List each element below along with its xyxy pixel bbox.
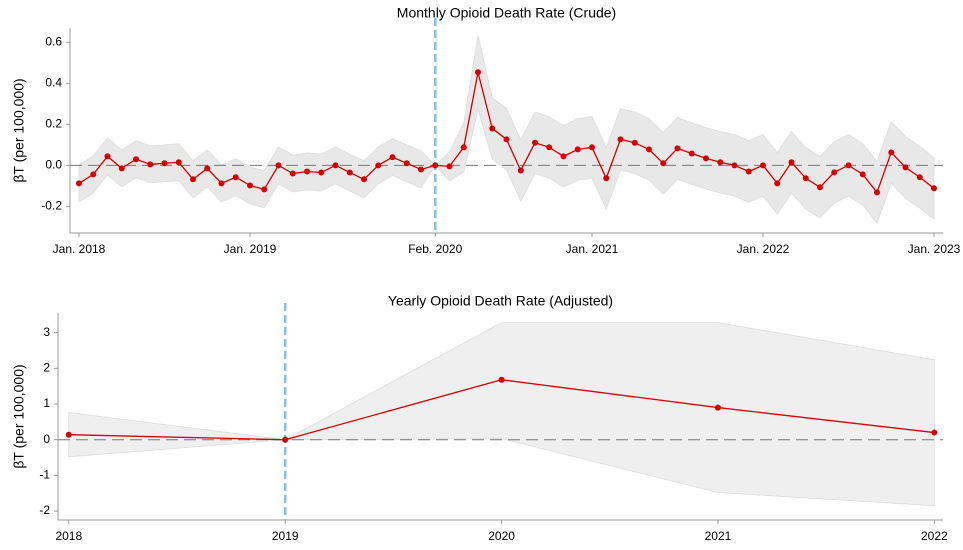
point [603, 175, 610, 182]
x-tick-label: Feb. 2020 [408, 242, 462, 256]
point [104, 153, 111, 160]
point [289, 170, 296, 177]
point [546, 144, 553, 151]
point [261, 186, 268, 193]
point [574, 146, 581, 153]
point [688, 150, 695, 157]
chart-title: Yearly Opioid Death Rate (Adjusted) [388, 293, 613, 309]
point [731, 162, 738, 169]
point [703, 155, 709, 162]
point [817, 184, 823, 191]
point [617, 136, 624, 143]
chart-title: Monthly Opioid Death Rate (Crude) [397, 5, 616, 21]
y-tick-label: 2 [43, 360, 50, 374]
point [532, 139, 538, 146]
point [361, 176, 367, 183]
y-tick-label: 0.4 [45, 76, 62, 90]
point [931, 429, 938, 436]
point [498, 376, 505, 383]
point [161, 160, 168, 167]
point [660, 160, 667, 167]
point [275, 162, 282, 169]
point [760, 162, 766, 169]
point [304, 168, 310, 175]
x-tick-label: Jan. 2023 [908, 242, 961, 256]
y-tick-label: 0 [43, 432, 50, 446]
x-tick-label: 2022 [921, 529, 948, 543]
point [489, 125, 496, 132]
x-tick-label: Jan. 2018 [53, 242, 106, 256]
point [389, 154, 396, 161]
point [118, 165, 125, 172]
point [418, 166, 424, 173]
y-tick-label: -1 [39, 468, 50, 482]
point [631, 139, 638, 146]
point [888, 149, 895, 156]
point [503, 136, 510, 143]
x-tick-label: Jan. 2022 [737, 242, 790, 256]
point [916, 174, 923, 181]
point [560, 153, 567, 160]
point [318, 169, 325, 176]
x-tick-label: 2019 [272, 529, 299, 543]
point [845, 162, 852, 169]
y-tick-label: -0.2 [41, 199, 62, 213]
point [774, 180, 781, 187]
point [745, 168, 752, 175]
y-tick-label: -2 [39, 503, 50, 517]
y-tick-label: 1 [43, 396, 50, 410]
x-tick-label: 2021 [705, 529, 732, 543]
point [76, 180, 82, 187]
y-tick-label: 3 [43, 325, 50, 339]
y-tick-label: 0.6 [45, 35, 62, 49]
point [831, 169, 838, 176]
point [282, 436, 289, 443]
point [931, 185, 937, 192]
point [218, 180, 225, 187]
y-tick-label: 0.0 [45, 158, 62, 172]
y-axis-label: βT (per 100,000) [11, 78, 27, 182]
point [204, 165, 211, 172]
point [90, 171, 97, 178]
point [859, 171, 866, 178]
point [902, 164, 909, 171]
x-tick-label: Jan. 2019 [224, 242, 277, 256]
point [247, 182, 253, 189]
point [589, 144, 595, 151]
point [788, 159, 795, 166]
confidence-band [68, 322, 935, 507]
confidence-band [78, 35, 935, 224]
point [717, 159, 724, 166]
point [802, 175, 809, 182]
x-tick-label: Jan. 2021 [566, 242, 619, 256]
point [175, 159, 182, 166]
point [332, 162, 339, 169]
point [674, 145, 681, 152]
point [432, 162, 439, 169]
x-tick-label: 2018 [55, 529, 82, 543]
point [403, 160, 410, 167]
point [517, 167, 524, 174]
point [133, 156, 139, 163]
y-tick-label: 0.2 [45, 117, 62, 131]
x-tick-label: 2020 [488, 529, 515, 543]
point [375, 162, 382, 169]
point [460, 144, 467, 151]
y-axis-label: βT (per 100,000) [11, 364, 27, 468]
point [874, 189, 880, 196]
point [190, 176, 196, 183]
point [714, 404, 721, 411]
point [147, 161, 154, 168]
point [232, 174, 239, 181]
point [646, 146, 652, 153]
point [475, 69, 481, 76]
point [346, 169, 353, 176]
point [446, 163, 453, 170]
point [65, 431, 72, 438]
